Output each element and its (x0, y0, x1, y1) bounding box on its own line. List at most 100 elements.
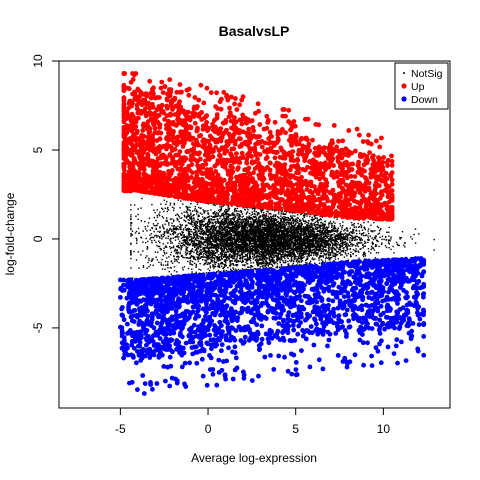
notsig-point (259, 263, 261, 265)
notsig-point (280, 221, 283, 223)
notsig-point (351, 237, 354, 240)
notsig-point (265, 224, 267, 227)
notsig-point (185, 236, 187, 238)
notsig-point (258, 219, 261, 221)
notsig-point (220, 237, 223, 240)
notsig-point (184, 220, 186, 222)
notsig-point (178, 240, 181, 242)
notsig-point (257, 227, 259, 229)
notsig-point (291, 255, 294, 258)
notsig-point (223, 229, 225, 231)
notsig-point (203, 212, 206, 214)
notsig-point (218, 256, 220, 258)
notsig-point (291, 253, 294, 255)
notsig-point (330, 223, 333, 225)
notsig-point (225, 222, 228, 224)
notsig-point (284, 213, 286, 215)
notsig-point (266, 256, 268, 259)
notsig-point (323, 226, 325, 228)
notsig-point (344, 252, 346, 254)
notsig-point (340, 239, 342, 241)
notsig-point (259, 224, 262, 226)
notsig-point (145, 241, 147, 244)
notsig-point (244, 255, 247, 257)
notsig-point (194, 221, 196, 224)
notsig-point (345, 236, 347, 238)
notsig-point (130, 232, 132, 235)
notsig-point (304, 220, 307, 223)
notsig-point (327, 231, 330, 233)
notsig-point (277, 258, 279, 260)
notsig-point (148, 266, 150, 268)
notsig-point (296, 225, 299, 227)
notsig-point (277, 221, 279, 223)
notsig-point (360, 237, 362, 239)
notsig-point (133, 250, 135, 253)
notsig-point (342, 236, 345, 238)
notsig-point (334, 253, 336, 255)
chart-title: BasalvsLP (219, 23, 290, 39)
notsig-point (191, 240, 193, 242)
notsig-point (203, 232, 205, 234)
notsig-point (201, 246, 203, 248)
notsig-point (310, 229, 313, 231)
notsig-point (223, 232, 225, 234)
notsig-point (182, 239, 184, 242)
notsig-point (238, 213, 240, 215)
notsig-point (130, 252, 132, 255)
notsig-point (137, 213, 139, 216)
notsig-point (198, 225, 200, 227)
notsig-point (287, 219, 289, 222)
notsig-point (259, 251, 262, 253)
notsig-point (253, 254, 255, 257)
notsig-point (169, 247, 172, 250)
notsig-point (165, 231, 167, 233)
notsig-point (317, 249, 320, 252)
notsig-point (204, 256, 206, 258)
notsig-point (178, 221, 180, 223)
notsig-point (292, 222, 295, 225)
notsig-point (146, 230, 148, 232)
notsig-point (259, 243, 261, 245)
notsig-point (217, 247, 220, 250)
notsig-point (267, 215, 269, 217)
notsig-point (194, 236, 196, 239)
notsig-point (276, 263, 278, 265)
notsig-point (210, 233, 212, 235)
notsig-point (336, 231, 338, 233)
notsig-point (266, 243, 269, 246)
notsig-point (414, 242, 417, 244)
notsig-point (313, 214, 315, 216)
notsig-point (312, 234, 315, 236)
notsig-point (176, 271, 178, 273)
notsig-point (317, 248, 320, 251)
notsig-point (180, 234, 183, 236)
notsig-point (176, 234, 178, 236)
notsig-point (179, 251, 182, 253)
notsig-point (292, 241, 294, 244)
notsig-point (275, 255, 277, 257)
notsig-point (225, 262, 227, 264)
notsig-point (329, 248, 331, 250)
notsig-point (238, 223, 241, 225)
notsig-point (308, 224, 310, 227)
notsig-point (360, 226, 363, 229)
notsig-point (313, 254, 315, 256)
notsig-point (192, 234, 195, 236)
notsig-point (266, 220, 268, 222)
notsig-point (316, 226, 318, 228)
notsig-point (171, 224, 173, 227)
notsig-point (270, 247, 273, 250)
notsig-point (352, 223, 354, 226)
notsig-point (260, 239, 262, 241)
notsig-point (280, 263, 283, 266)
notsig-point (268, 234, 270, 236)
notsig-point (296, 244, 299, 246)
notsig-point (281, 237, 283, 239)
notsig-point (256, 259, 259, 261)
notsig-point (347, 237, 349, 240)
notsig-point (260, 232, 262, 235)
notsig-point (322, 254, 324, 257)
notsig-point (214, 261, 216, 263)
notsig-point (222, 214, 224, 217)
